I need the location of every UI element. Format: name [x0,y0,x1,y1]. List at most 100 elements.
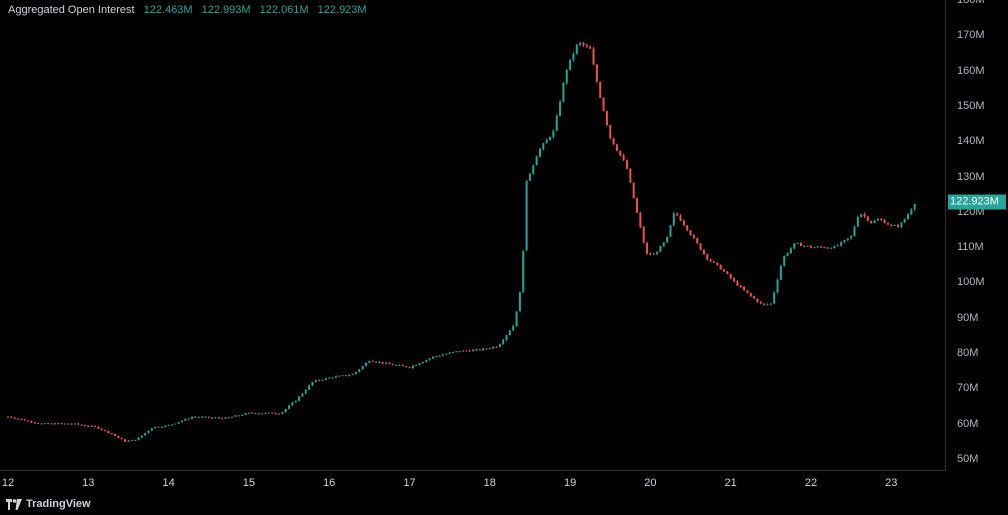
candle-body [344,375,347,377]
candle-body [622,155,625,161]
candle-body [83,425,86,427]
candle-body [117,435,120,438]
candle-body [50,423,53,425]
candle-body [224,417,227,419]
candle-body [164,425,167,427]
candle-body [692,235,695,239]
candle-body [472,349,475,352]
candle-body [318,380,321,382]
candle-body [803,245,806,247]
candle-body [445,353,448,355]
candle-body [27,420,30,422]
legend-close: 122.923M [317,4,367,16]
candle-body [57,423,60,425]
candle-body [528,173,531,181]
candle-body [542,143,545,149]
candle-body [549,137,552,140]
candle-body [666,236,669,243]
candle-body [378,362,381,364]
candle-body [773,292,776,304]
candle-body [559,101,562,116]
candle-body [124,439,127,442]
candle-body [843,239,846,243]
candle-body [254,413,257,415]
candle-body [465,350,468,352]
candle-body [435,356,438,358]
legend-high: 122.993M [201,4,251,16]
time-scale[interactable]: 12 13 14 15 16 17 18 19 20 21 22 23 [0,470,946,496]
candle-body [876,219,879,221]
candle-body [883,219,886,224]
candle-body [793,243,796,249]
candle-body [170,424,173,426]
candle-body [659,246,662,253]
candle-body [338,375,341,377]
x-tick-label: 22 [804,477,818,489]
candle-body [63,423,66,425]
candle-body [759,302,762,304]
candle-body [846,238,849,240]
y-tick-label: 170M [957,29,985,42]
candle-body [806,245,809,247]
candle-body [40,423,43,425]
candle-body [160,426,163,428]
candle-body [816,246,819,248]
candle-body [900,222,903,227]
candle-body [555,115,558,131]
candle-body [33,422,36,424]
candle-body [177,422,180,424]
price-scale[interactable]: 50M 60M 70M 80M 90M 100M 110M 120M 130M 140M 150M 1… [946,0,1008,470]
candle-body [896,225,899,227]
candle-body [137,437,140,441]
x-tick-label: 23 [885,477,898,489]
candle-body [104,429,107,431]
candle-body [699,243,702,250]
candle-body [438,355,441,357]
candle-body [789,248,792,254]
candle-body [482,348,485,351]
tradingview-logo[interactable]: TradingView [6,498,91,510]
candle-body [448,352,451,354]
candle-body [856,216,859,227]
candle-body [267,412,270,414]
candle-body [736,281,739,286]
candle-body [726,271,729,274]
candle-body [625,160,628,169]
candle-body [749,293,752,296]
candle-body [649,253,652,255]
candle-body [130,439,133,441]
candle-body [893,225,896,227]
candle-body [348,375,351,377]
candle-body [144,432,147,436]
chart-pane[interactable]: Aggregated Open Interest 122.463M 122.99… [0,0,946,470]
candle-body [853,226,856,237]
candle-body [502,339,505,345]
candle-body [425,359,428,362]
x-tick-label: 18 [483,477,496,489]
y-tick-label: 100M [957,276,985,289]
candle-body [779,265,782,280]
candle-body [652,253,655,255]
candle-body [903,219,906,223]
candle-body [150,428,153,431]
candle-body [17,418,20,420]
candle-body [241,414,244,416]
candle-body [813,247,816,249]
candle-body [157,426,160,428]
candle-body [365,362,368,366]
candle-body [231,416,234,418]
candle-body [682,220,685,226]
y-tick-label: 150M [957,99,985,112]
candle-body [672,213,675,226]
candle-body [328,377,331,379]
candle-body [288,405,291,409]
candle-body [572,54,575,60]
candle-body [646,242,649,254]
last-value-label: 122.923M [948,194,1006,210]
candle-body [251,412,254,414]
candle-body [840,242,843,246]
candle-body [388,362,391,365]
candle-body [314,380,317,382]
candle-body [284,408,287,413]
legend-open: 122.463M [143,4,193,16]
